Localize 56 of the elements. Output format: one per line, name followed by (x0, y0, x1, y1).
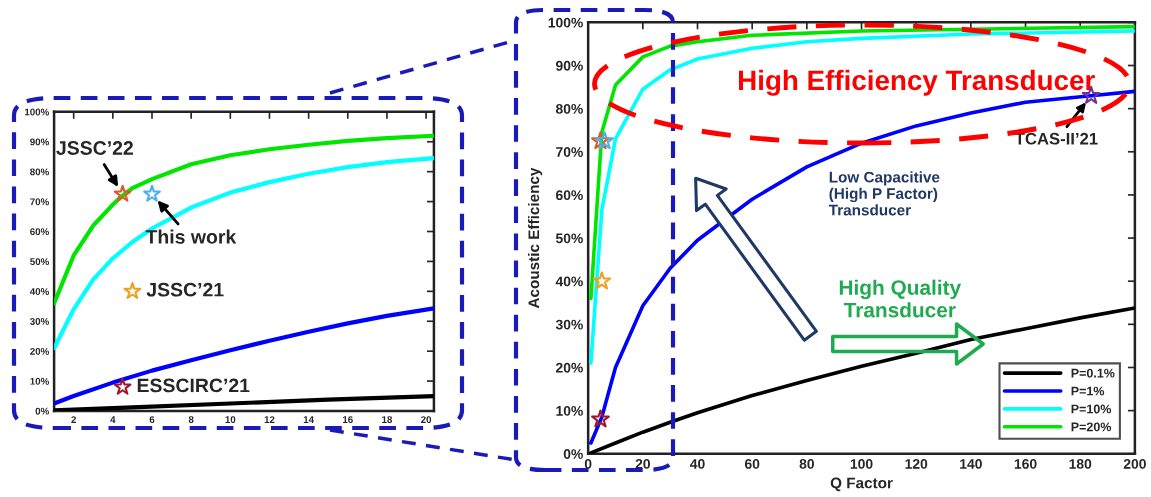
y-tick-label: 30% (555, 319, 583, 330)
x-tick-label: 0 (584, 458, 592, 469)
y-tick-label: 100% (24, 108, 49, 116)
y-tick-label: 50% (30, 258, 49, 266)
y-axis-title: Acoustic Efficiency (527, 167, 543, 309)
annotation: TCAS-II’21 (1014, 132, 1098, 145)
legend-label: P=20% (1071, 422, 1112, 432)
y-tick-label: 30% (30, 317, 49, 325)
annotation: ESSCIRC’21 (137, 378, 250, 393)
x-tick-label: 40 (689, 458, 705, 469)
annotation: High Efficiency Transducer (739, 69, 1095, 96)
legend-label: P=10% (1071, 404, 1112, 414)
x-tick-label: 200 (1123, 458, 1146, 469)
y-tick-label: 40% (555, 276, 583, 287)
y-tick-label: 50% (555, 233, 583, 244)
x-tick-label: 140 (960, 458, 982, 469)
x-tick-label: 180 (1069, 458, 1092, 469)
x-tick-label: 80 (799, 458, 815, 469)
annotation: High Quality Transducer (839, 279, 962, 318)
y-tick-label: 20% (30, 347, 49, 355)
y-tick-label: 40% (29, 288, 49, 295)
x-tick-label: 2 (71, 416, 76, 423)
y-tick-label: 80% (555, 103, 583, 114)
x-tick-label: 10 (225, 416, 236, 424)
annotation: JSSC’22 (56, 141, 133, 155)
x-tick-label: 20 (421, 416, 432, 424)
x-tick-label: 16 (342, 416, 353, 424)
x-tick-label: 18 (382, 416, 393, 424)
y-tick-label: 90% (555, 60, 583, 71)
x-tick-label: 120 (905, 458, 928, 469)
annotation: This work (145, 229, 237, 244)
y-tick-label: 70% (556, 147, 583, 157)
legend-label: P=1% (1071, 386, 1105, 396)
x-axis-title: Q Factor (830, 477, 893, 492)
x-tick-label: 160 (1014, 458, 1037, 469)
y-tick-label: 60% (30, 228, 49, 236)
y-tick-label: 90% (30, 138, 49, 146)
x-tick-label: 8 (188, 416, 194, 424)
legend-label: P=0.1% (1071, 368, 1115, 378)
y-tick-label: 70% (30, 198, 49, 206)
annotation: JSSC’21 (146, 282, 224, 297)
x-tick-label: 100 (850, 458, 873, 469)
y-tick-label: 10% (30, 377, 49, 385)
y-tick-label: 10% (556, 405, 583, 416)
y-tick-label: 60% (556, 190, 583, 201)
x-tick-label: 6 (149, 416, 155, 424)
x-tick-label: 60 (744, 458, 760, 469)
y-tick-label: 0% (563, 449, 583, 459)
y-tick-label: 0% (35, 407, 49, 415)
y-tick-label: 100% (548, 17, 583, 28)
x-tick-label: 4 (110, 416, 116, 423)
y-tick-label: 20% (555, 362, 583, 373)
x-tick-label: 14 (303, 416, 314, 423)
y-tick-label: 80% (30, 168, 49, 176)
x-tick-label: 12 (264, 416, 275, 423)
annotation: Low Capacitive (High P Factor) Transducer (828, 171, 940, 216)
